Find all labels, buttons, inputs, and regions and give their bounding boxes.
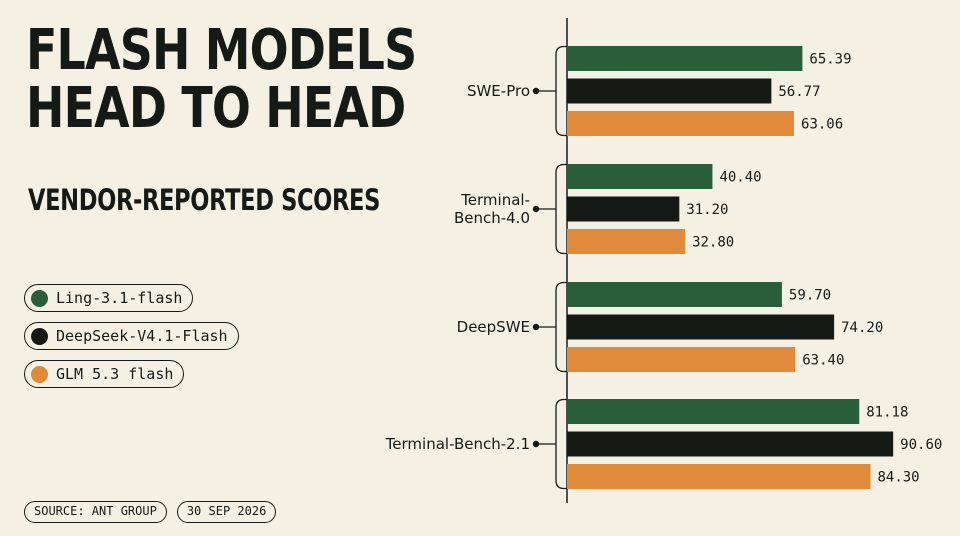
category-label: Terminal-Bench-2.1 [385, 435, 530, 453]
data-label: 32.80 [692, 235, 734, 251]
category-dot [532, 323, 540, 331]
legend-label-ling: Ling-3.1-flash [56, 289, 183, 307]
data-label: 63.06 [801, 117, 843, 133]
bar-glm [567, 347, 796, 372]
date-badge: 30 SEP 2026 [176, 501, 277, 523]
data-label: 31.20 [686, 202, 728, 218]
bar-deepseek [567, 314, 835, 340]
category-label: DeepSWE [457, 318, 530, 336]
bar-deepseek [567, 196, 680, 222]
legend-swatch-glm [31, 365, 48, 383]
data-label: 56.77 [778, 84, 820, 100]
category-bracket [555, 163, 567, 255]
data-label: 84.30 [877, 470, 919, 486]
data-label: 40.40 [719, 170, 761, 186]
category-label: Terminal- [460, 191, 530, 209]
data-label: 90.60 [900, 437, 942, 453]
legend-item-deepseek: DeepSeek-V4.1-Flash [24, 322, 239, 350]
legend: Ling-3.1-flash DeepSeek-V4.1-Flash GLM 5… [24, 284, 239, 398]
data-label: 81.18 [866, 405, 908, 421]
legend-swatch-ling [31, 289, 48, 307]
bar-ling [567, 282, 782, 307]
data-label: 63.40 [802, 353, 844, 369]
category-bracket [555, 45, 567, 137]
bar-ling [567, 46, 803, 71]
source-badge: SOURCE: ANT GROUP [24, 501, 167, 523]
category-label: Bench-4.0 [454, 209, 530, 227]
legend-label-deepseek: DeepSeek-V4.1-Flash [56, 327, 228, 345]
page-title: FLASH MODELS HEAD TO HEAD [26, 22, 417, 141]
legend-item-ling: Ling-3.1-flash [24, 284, 194, 312]
bar-glm [567, 111, 795, 136]
legend-item-glm: GLM 5.3 flash [24, 360, 185, 388]
bar-glm [567, 464, 871, 489]
legend-swatch-deepseek [31, 327, 48, 345]
page-subtitle: VENDOR-REPORTED SCORES [28, 183, 381, 217]
category-dot [532, 205, 540, 213]
footer: SOURCE: ANT GROUP 30 SEP 2026 [24, 501, 286, 523]
category-label: SWE-Pro [467, 82, 530, 100]
category-bracket [555, 398, 567, 490]
category-bracket [555, 281, 567, 373]
category-dot [532, 440, 540, 448]
title-line-2: HEAD TO HEAD [26, 76, 406, 141]
data-label: 74.20 [841, 320, 883, 336]
bar-ling [567, 164, 713, 189]
bar-ling [567, 399, 860, 424]
legend-label-glm: GLM 5.3 flash [56, 365, 174, 383]
bar-deepseek [567, 431, 894, 457]
data-label: 65.39 [809, 52, 851, 68]
title-line-1: FLASH MODELS [26, 18, 417, 83]
bar-deepseek [567, 78, 772, 104]
bar-glm [567, 229, 686, 254]
category-dot [532, 87, 540, 95]
data-label: 59.70 [789, 288, 831, 304]
